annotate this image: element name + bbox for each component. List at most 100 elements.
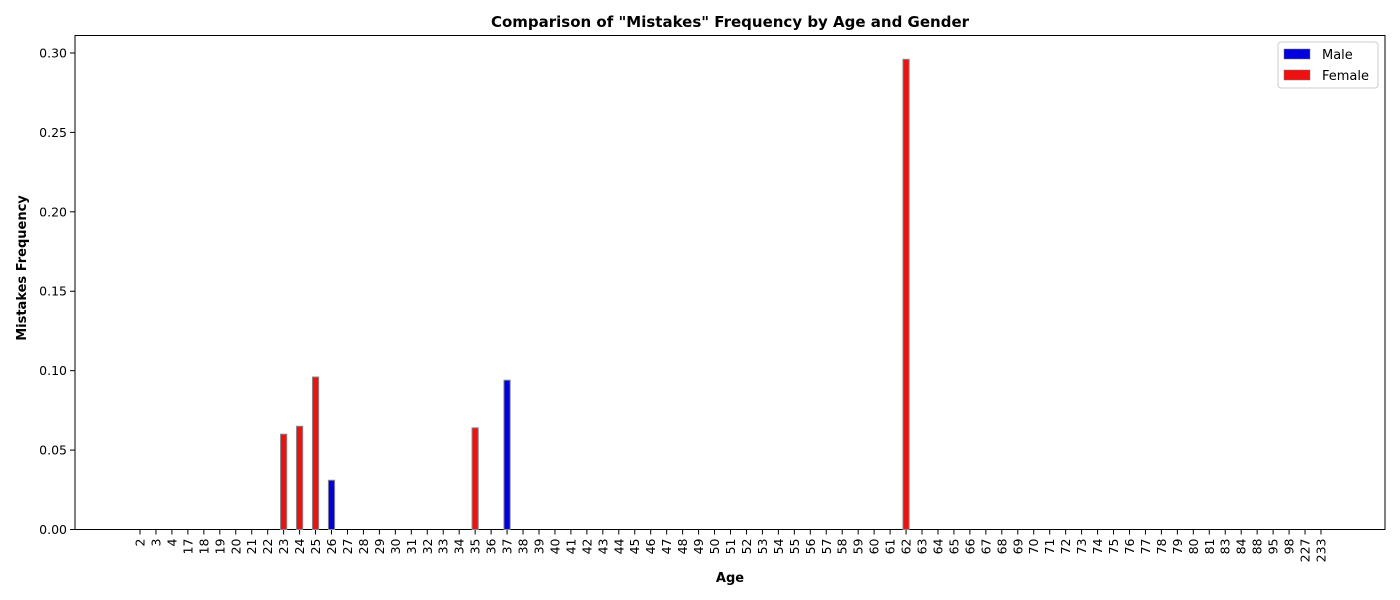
x-tick-label: 30 (388, 538, 403, 554)
legend-swatch-male (1283, 48, 1311, 60)
x-tick-label: 40 (547, 538, 562, 554)
legend-label-female: Female (1322, 69, 1369, 84)
x-tick-label: 21 (244, 539, 259, 555)
x-tick-label: 31 (404, 539, 419, 555)
x-tick-label: 22 (260, 539, 275, 555)
x-tick-label: 59 (851, 538, 866, 554)
x-tick-label: 55 (787, 539, 802, 555)
x-tick-label: 47 (659, 539, 674, 555)
x-tick-label: 43 (595, 539, 610, 555)
x-tick-label: 61 (883, 539, 898, 555)
plot-frame (74, 35, 1386, 530)
x-tick-label: 33 (436, 539, 451, 555)
x-tick-label: 3 (148, 539, 163, 547)
x-tick-label: 227 (1298, 539, 1313, 563)
y-axis: 0.00 0.05 0.10 0.15 0.20 0.25 0.30 (39, 45, 75, 537)
bars-group (280, 58, 910, 531)
bar-male-age-37 (503, 379, 511, 530)
x-tick-label: 49 (691, 538, 706, 554)
x-tick-label: 62 (899, 539, 914, 555)
y-tick-label: 0.00 (39, 522, 67, 537)
x-tick-label: 58 (835, 538, 850, 554)
x-tick-label: 76 (1122, 538, 1137, 554)
x-tick-label: 19 (212, 538, 227, 554)
x-tick-label: 69 (1010, 538, 1025, 554)
x-tick-label: 78 (1154, 538, 1169, 554)
x-tick-label: 56 (803, 538, 818, 554)
x-tick-label: 83 (1218, 539, 1233, 555)
bar-female-age-35 (471, 427, 479, 531)
bar-female-age-23 (280, 433, 288, 530)
x-tick-label: 57 (819, 539, 834, 555)
y-tick-label: 0.05 (39, 443, 67, 458)
x-tick-label: 50 (707, 538, 722, 554)
x-tick-label: 48 (675, 538, 690, 554)
y-axis-label: Mistakes Frequency (15, 195, 30, 341)
x-tick-label: 68 (994, 538, 1009, 554)
x-tick-label: 51 (723, 539, 738, 555)
x-tick-label: 60 (867, 538, 882, 554)
legend-label-male: Male (1322, 48, 1353, 63)
x-tick-label: 45 (627, 539, 642, 555)
x-tick-label: 54 (771, 538, 786, 554)
x-tick-label: 44 (611, 538, 626, 554)
x-tick-label: 4 (164, 538, 179, 546)
chart-title: Comparison of "Mistakes" Frequency by Ag… (491, 13, 970, 31)
x-tick-label: 79 (1170, 538, 1185, 554)
bar-female-age-25 (311, 376, 320, 530)
x-tick-label: 2 (133, 539, 148, 547)
x-tick-label: 23 (276, 539, 291, 555)
x-tick-label: 74 (1090, 538, 1105, 554)
x-tick-label: 24 (292, 538, 307, 554)
x-tick-label: 38 (516, 538, 531, 554)
x-tick-label: 233 (1314, 539, 1329, 563)
bar-male-age-26 (327, 479, 336, 531)
x-tick-label: 36 (484, 538, 499, 554)
x-tick-label: 81 (1202, 539, 1217, 555)
x-tick-label: 28 (356, 538, 371, 554)
x-tick-label: 37 (500, 539, 515, 555)
x-tick-label: 71 (1042, 539, 1057, 555)
x-tick-label: 20 (228, 538, 243, 554)
x-tick-label: 52 (739, 539, 754, 555)
x-tick-label: 42 (579, 539, 594, 555)
x-tick-label: 53 (755, 539, 770, 555)
x-tick-label: 66 (962, 538, 977, 554)
x-tick-label: 46 (643, 538, 658, 554)
x-tick-label: 34 (452, 538, 467, 554)
x-tick-label: 27 (340, 539, 355, 555)
bar-female-age-24 (295, 425, 304, 530)
x-tick-label: 73 (1074, 539, 1089, 555)
x-tick-label: 17 (180, 539, 195, 555)
x-tick-label: 67 (978, 539, 993, 555)
x-tick-label: 64 (930, 538, 945, 554)
x-tick-label: 77 (1138, 539, 1153, 555)
x-tick-label: 72 (1058, 539, 1073, 555)
x-tick-label: 25 (308, 539, 323, 555)
x-tick-label: 39 (531, 538, 546, 554)
x-tick-label: 65 (946, 539, 961, 555)
legend: Male Female (1277, 41, 1379, 89)
x-tick-label: 70 (1026, 538, 1041, 554)
x-axis: 2 3 4 17 18 19 20 21 22 23 24 25 26 27 28 29 30 31 32 33 34 3… (133, 529, 1329, 563)
x-tick-label: 41 (563, 539, 578, 555)
x-tick-label: 75 (1106, 539, 1121, 555)
x-tick-label: 84 (1234, 538, 1249, 554)
x-tick-label: 29 (372, 538, 387, 554)
x-tick-label: 32 (420, 539, 435, 555)
y-tick-label: 0.20 (39, 204, 67, 219)
x-tick-label: 98 (1282, 538, 1297, 554)
y-tick-label: 0.15 (39, 284, 67, 299)
x-tick-label: 18 (196, 538, 211, 554)
x-tick-label: 26 (324, 538, 339, 554)
y-tick-label: 0.10 (39, 363, 67, 378)
x-axis-label: Age (716, 571, 744, 586)
x-tick-label: 88 (1250, 538, 1265, 554)
legend-swatch-female (1283, 69, 1311, 81)
x-tick-label: 35 (468, 539, 483, 555)
x-tick-label: 95 (1266, 539, 1281, 555)
x-tick-label: 80 (1186, 538, 1201, 554)
y-tick-label: 0.25 (39, 125, 67, 140)
